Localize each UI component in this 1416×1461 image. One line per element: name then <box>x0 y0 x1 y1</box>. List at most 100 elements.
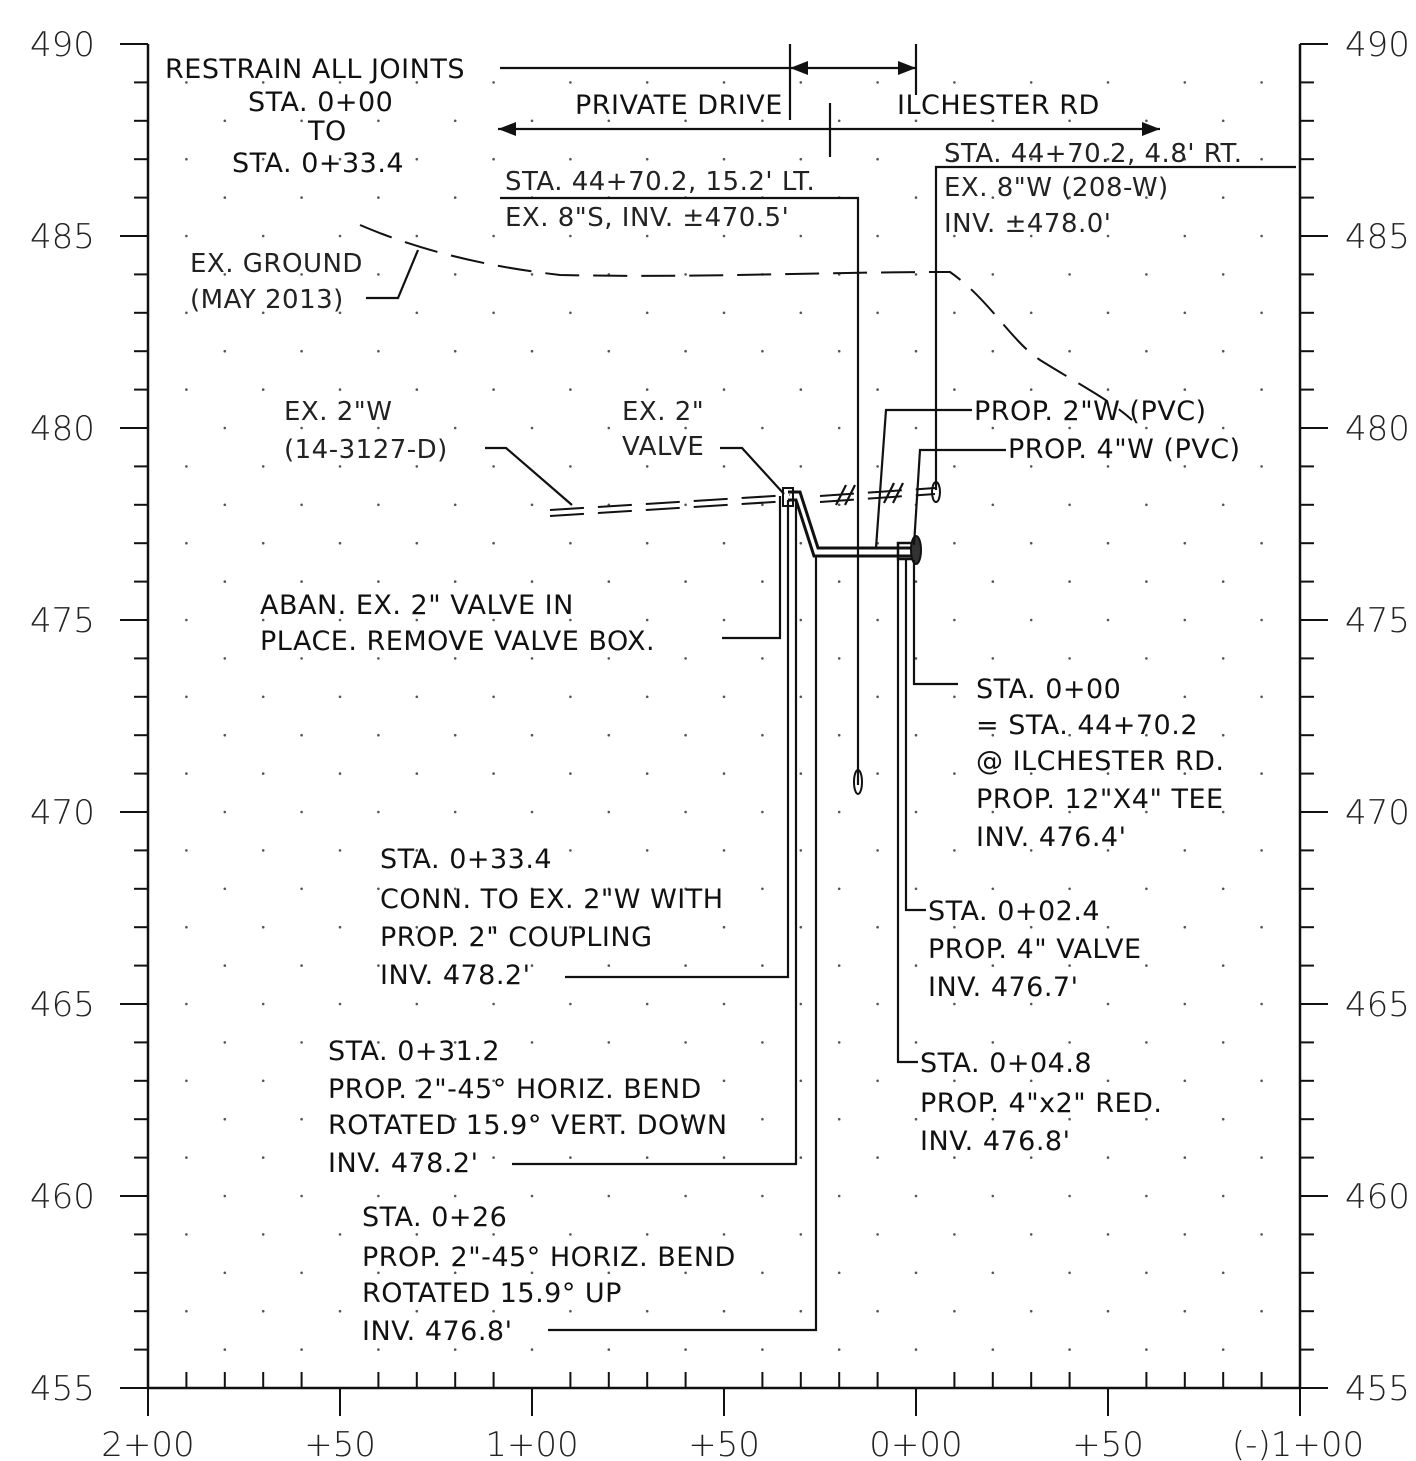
grid-dot <box>1106 311 1110 315</box>
grid-dot <box>1106 618 1110 622</box>
grid-dot <box>530 273 534 276</box>
x-station-label: +50 <box>304 1425 376 1461</box>
grid-dot <box>223 964 227 967</box>
grid-dot <box>1029 81 1033 84</box>
grid-dot <box>799 388 803 391</box>
grid-dot <box>261 618 265 622</box>
grid-dot <box>991 503 995 507</box>
grid-dot <box>1106 465 1110 468</box>
water-station: STA. 44+70.2, 4.8' RT. <box>944 139 1243 169</box>
grid-dot <box>722 465 726 468</box>
right-elevation-axis: 490 485 480 475 470 465 460 455 <box>1345 25 1410 1409</box>
axis-ticks <box>120 43 1328 1416</box>
grid-dot <box>1106 234 1110 238</box>
grid-dot <box>837 964 841 967</box>
x-station-label: (-)1+00 <box>1232 1425 1364 1461</box>
grid-dot <box>338 541 342 545</box>
ex-sewer-callout: STA. 44+70.2, 15.2' LT. EX. 8"S, INV. ±4… <box>500 167 863 795</box>
grid-dot <box>1183 1233 1187 1236</box>
grid-dot <box>338 1309 342 1313</box>
grid-dot <box>607 733 611 737</box>
sta-000-line: = STA. 44+70.2 <box>976 710 1198 741</box>
y-right-label: 480 <box>1345 409 1410 449</box>
grid-dot <box>492 1309 495 1313</box>
grid-dot <box>761 349 764 353</box>
grid-dot <box>761 580 764 583</box>
ex-2in-water-line: EX. 2"W (14-3127-D) <box>284 397 936 517</box>
grid-dot <box>645 1156 649 1159</box>
grid-dot <box>1221 1041 1225 1044</box>
grid-dot <box>261 311 265 315</box>
grid-dot <box>722 234 726 238</box>
grid-dot <box>415 1309 419 1313</box>
grid-dot <box>453 1041 457 1044</box>
grid-dot <box>914 1194 918 1198</box>
sta-000-line: PROP. 12"X4" TEE <box>976 784 1224 815</box>
grid-dot <box>1183 1002 1187 1006</box>
grid-dot <box>1221 119 1225 123</box>
grid-dot <box>991 964 995 967</box>
grid-dot <box>761 1348 764 1351</box>
restrain-joints-note: RESTRAIN ALL JOINTS STA. 0+00 TO STA. 0+… <box>165 44 918 179</box>
grid-dot <box>300 503 303 507</box>
x-station-label: +50 <box>1072 1425 1144 1461</box>
y-left-label: 485 <box>30 217 95 257</box>
grid-dot <box>300 349 303 353</box>
restrain-line: RESTRAIN ALL JOINTS <box>165 54 465 85</box>
grid-dot <box>223 1117 227 1121</box>
grid-dot <box>953 1233 956 1236</box>
grid-dot <box>377 1348 380 1351</box>
grid-dot <box>453 503 457 507</box>
grid-dot <box>684 1194 687 1198</box>
grid-dot <box>415 81 419 84</box>
grid-dot <box>492 81 495 84</box>
grid-dot <box>1221 580 1225 583</box>
grid-dot <box>914 580 918 583</box>
grid-dot <box>1145 580 1148 583</box>
grid-dot <box>492 157 495 161</box>
abandon-valve-note: ABAN. EX. 2" VALVE IN PLACE. REMOVE VALV… <box>260 496 782 657</box>
grid-dot <box>953 618 956 622</box>
grid-dot <box>338 388 342 391</box>
grid-dot <box>492 849 495 852</box>
grid-dot <box>1260 618 1263 622</box>
grid-dot <box>261 1233 265 1236</box>
grid-dot <box>1221 964 1225 967</box>
grid-dot <box>1106 1309 1110 1313</box>
grid-dot <box>569 157 572 161</box>
grid-dot <box>722 157 726 161</box>
grid-dot <box>837 733 841 737</box>
grid-dot <box>1183 695 1187 699</box>
grid-dot <box>991 657 995 660</box>
grid-dot <box>722 81 726 84</box>
grid-dot <box>761 657 764 660</box>
grid-dot <box>1106 695 1110 699</box>
grid-dot <box>1029 1079 1033 1083</box>
grid-dot <box>338 849 342 852</box>
grid-dot <box>991 580 995 583</box>
grid-dot <box>1145 1041 1148 1044</box>
grid-dot <box>1260 1002 1263 1006</box>
grid-dot <box>1221 349 1225 353</box>
grid-dot <box>338 81 342 84</box>
grid-dot <box>1029 772 1033 775</box>
grid-dot <box>953 541 956 545</box>
grid-dot <box>185 1156 188 1159</box>
grid-dot <box>185 465 188 468</box>
grid-dot <box>530 964 534 967</box>
grid-dot <box>377 119 380 123</box>
y-left-label: 475 <box>30 601 95 641</box>
grid-dot <box>223 196 227 199</box>
grid-dot <box>991 349 995 353</box>
grid-dot <box>300 196 303 199</box>
ex-2in-valve: EX. 2" VALVE <box>622 397 794 507</box>
grid-dot <box>684 964 687 967</box>
grid-dot <box>914 887 918 891</box>
grid-dot <box>300 273 303 276</box>
grid-dot <box>684 1271 687 1275</box>
grid-dot <box>338 618 342 622</box>
grid-dot <box>1068 810 1071 814</box>
private-drive-label: PRIVATE DRIVE <box>575 90 783 121</box>
grid-dot <box>338 1233 342 1236</box>
grid-dot <box>415 388 419 391</box>
